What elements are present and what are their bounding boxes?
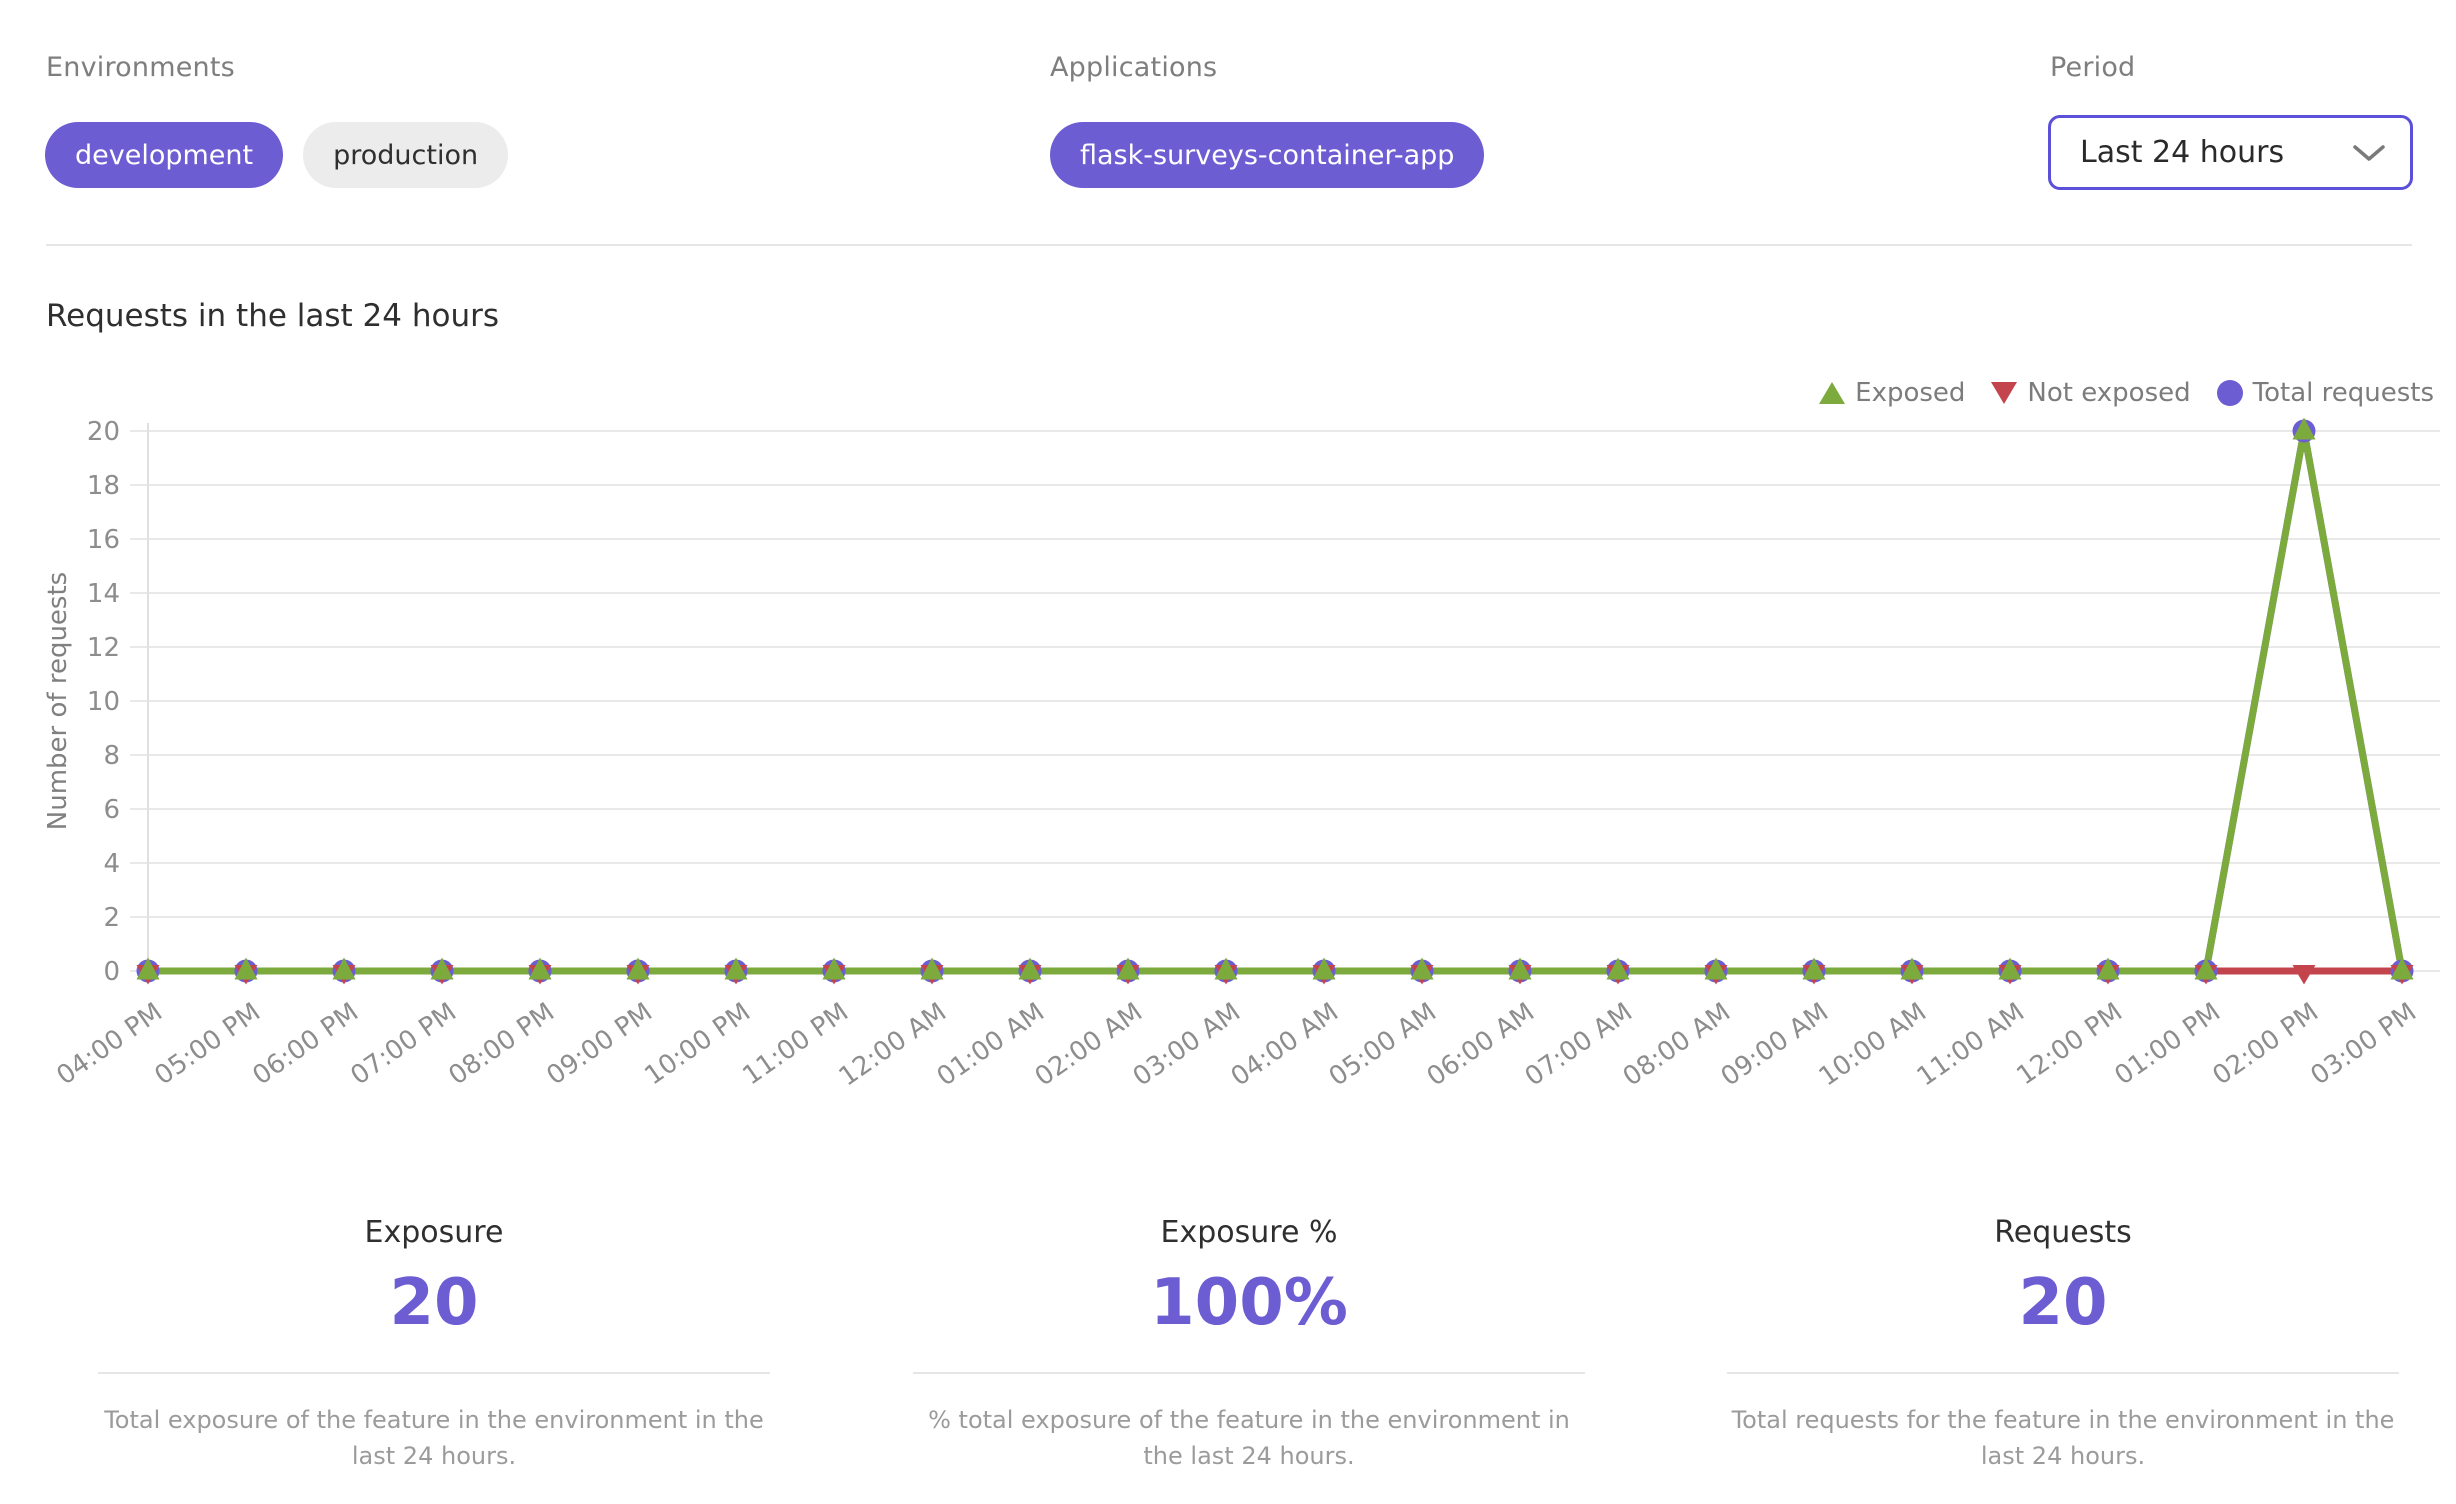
legend-label-not-exposed: Not exposed (2027, 378, 2191, 408)
stat-divider (98, 1372, 770, 1374)
svg-text:06:00 AM: 06:00 AM (1422, 997, 1540, 1092)
svg-text:12:00 AM: 12:00 AM (834, 997, 952, 1092)
svg-text:0: 0 (103, 957, 120, 987)
svg-text:07:00 PM: 07:00 PM (345, 997, 462, 1091)
svg-text:2: 2 (103, 903, 120, 933)
svg-text:11:00 AM: 11:00 AM (1912, 997, 2030, 1092)
period-label: Period (2050, 52, 2136, 83)
y-axis-tick-labels: 0 2 4 6 8 10 12 14 16 18 20 (87, 417, 120, 987)
environments-label: Environments (46, 52, 235, 83)
not-exposed-triangle-down-icon (1991, 382, 2018, 404)
series-markers-exposed (136, 417, 2414, 980)
svg-text:05:00 AM: 05:00 AM (1324, 997, 1442, 1092)
svg-text:20: 20 (87, 417, 120, 447)
stat-exposure-percent: Exposure % 100% % total exposure of the … (899, 1215, 1599, 1474)
svg-text:18: 18 (87, 471, 120, 501)
y-gridlines (130, 430, 2440, 972)
svg-text:11:00 PM: 11:00 PM (737, 997, 854, 1091)
svg-text:10: 10 (87, 687, 120, 717)
svg-text:05:00 PM: 05:00 PM (149, 997, 266, 1091)
svg-text:10:00 PM: 10:00 PM (639, 997, 756, 1091)
chart-legend: Exposed Not exposed Total requests (1819, 378, 2434, 408)
svg-text:04:00 PM: 04:00 PM (51, 997, 168, 1091)
svg-text:12: 12 (87, 633, 120, 663)
series-line-exposed (144, 427, 2406, 975)
header-divider (46, 244, 2412, 246)
legend-item-not-exposed: Not exposed (1991, 378, 2191, 408)
legend-item-exposed: Exposed (1819, 378, 1965, 408)
svg-text:02:00 AM: 02:00 AM (1030, 997, 1148, 1092)
applications-chip-row: flask-surveys-container-app (1050, 122, 1485, 188)
svg-text:09:00 PM: 09:00 PM (541, 997, 658, 1091)
svg-text:07:00 AM: 07:00 AM (1520, 997, 1638, 1092)
stat-exposure-percent-value: 100% (1150, 1266, 1348, 1340)
svg-text:6: 6 (103, 795, 120, 825)
svg-text:03:00 PM: 03:00 PM (2305, 997, 2422, 1091)
stat-divider (913, 1372, 1585, 1374)
svg-text:08:00 AM: 08:00 AM (1618, 997, 1736, 1092)
svg-text:8: 8 (103, 741, 120, 771)
total-requests-circle-icon (2216, 380, 2243, 406)
svg-text:14: 14 (87, 579, 120, 609)
stat-exposure-percent-title: Exposure % (1160, 1215, 1338, 1250)
chart-title: Requests in the last 24 hours (46, 298, 499, 334)
legend-label-exposed: Exposed (1855, 378, 1966, 408)
legend-item-total-requests: Total requests (2216, 378, 2434, 408)
stat-exposure-title: Exposure (364, 1215, 504, 1250)
application-chip[interactable]: flask-surveys-container-app (1050, 122, 1485, 188)
svg-text:09:00 AM: 09:00 AM (1716, 997, 1834, 1092)
stat-requests-description: Total requests for the feature in the en… (1731, 1406, 2395, 1470)
y-axis-title: Number of requests (43, 572, 73, 830)
exposed-triangle-up-icon (1819, 382, 1846, 404)
stat-exposure-value: 20 (389, 1266, 479, 1340)
stat-exposure-description: Total exposure of the feature in the env… (104, 1406, 764, 1470)
svg-text:16: 16 (87, 525, 120, 555)
svg-text:06:00 PM: 06:00 PM (247, 997, 364, 1091)
svg-text:01:00 PM: 01:00 PM (2109, 997, 2226, 1091)
period-select-value: Last 24 hours (2080, 135, 2285, 170)
svg-text:02:00 PM: 02:00 PM (2207, 997, 2324, 1091)
environment-chip-production[interactable]: production (303, 122, 509, 188)
svg-text:4: 4 (103, 849, 120, 879)
svg-text:01:00 AM: 01:00 AM (932, 997, 1050, 1092)
stat-requests-value: 20 (2018, 1266, 2108, 1340)
svg-text:10:00 AM: 10:00 AM (1814, 997, 1932, 1092)
period-select[interactable]: Last 24 hours (2048, 115, 2413, 190)
svg-text:12:00 PM: 12:00 PM (2011, 997, 2128, 1091)
stat-requests: Requests 20 Total requests for the featu… (1713, 1215, 2413, 1474)
applications-label: Applications (1050, 52, 1218, 83)
svg-text:04:00 AM: 04:00 AM (1226, 997, 1344, 1092)
svg-text:08:00 PM: 08:00 PM (443, 997, 560, 1091)
stat-exposure: Exposure 20 Total exposure of the featur… (84, 1215, 784, 1474)
svg-text:03:00 AM: 03:00 AM (1128, 997, 1246, 1092)
environments-chip-row: development production (45, 122, 509, 188)
environment-chip-development[interactable]: development (45, 122, 284, 188)
chevron-down-icon (2352, 143, 2386, 163)
legend-label-total-requests: Total requests (2252, 378, 2434, 408)
stat-exposure-percent-description: % total exposure of the feature in the e… (928, 1406, 1570, 1470)
stat-divider (1727, 1372, 2399, 1374)
stat-requests-title: Requests (1994, 1215, 2132, 1250)
